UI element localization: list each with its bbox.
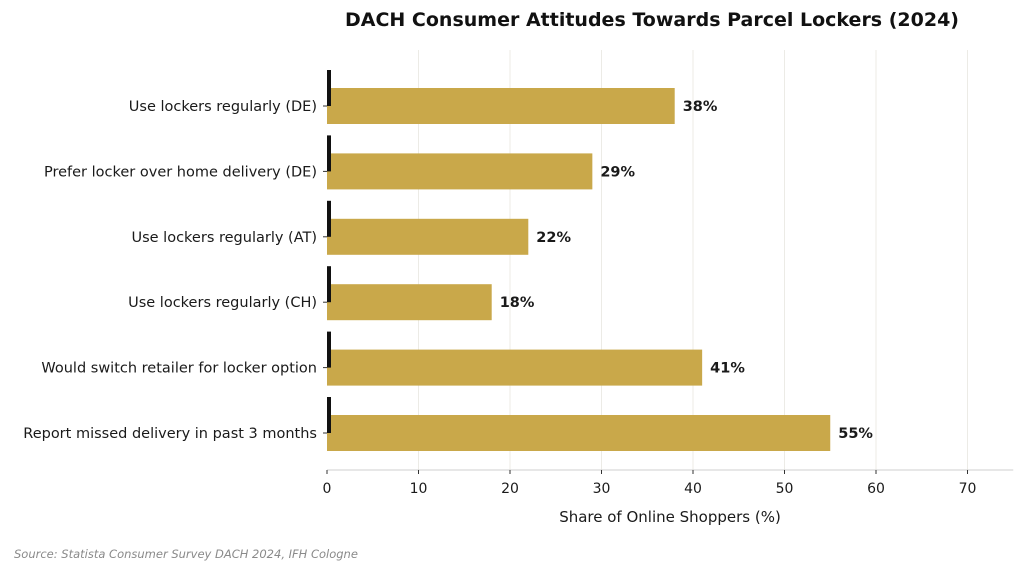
bar-marker	[327, 397, 331, 433]
value-label: 55%	[838, 426, 873, 442]
bar-marker	[327, 70, 331, 106]
chart-title: DACH Consumer Attitudes Towards Parcel L…	[345, 9, 959, 31]
bar	[327, 88, 675, 124]
bar	[327, 153, 593, 190]
x-tick-label: 50	[776, 481, 794, 497]
category-label: Use lockers regularly (AT)	[131, 230, 317, 246]
category-labels: Use lockers regularly (DE) Prefer locker …	[23, 99, 317, 442]
category-label: Would switch retailer for locker option	[41, 361, 317, 377]
bar	[327, 349, 703, 386]
bar-marker	[327, 200, 331, 237]
value-label: 29%	[600, 164, 635, 180]
value-label: 38%	[683, 99, 718, 115]
category-label: Use lockers regularly (CH)	[128, 295, 317, 311]
bar	[327, 415, 831, 451]
category-label: Report missed delivery in past 3 months	[23, 426, 317, 442]
x-tick-label: 60	[867, 481, 885, 497]
source-note: Source: Statista Consumer Survey DACH 20…	[14, 547, 358, 561]
bars	[327, 88, 831, 451]
category-label: Prefer locker over home delivery (DE)	[44, 164, 317, 180]
bar-markers	[323, 70, 331, 434]
category-label: Use lockers regularly (DE)	[129, 99, 317, 115]
bar	[327, 218, 529, 255]
x-tick-label: 70	[959, 481, 977, 497]
bar-marker	[327, 135, 331, 172]
bar-marker	[327, 331, 331, 368]
bar-marker	[327, 266, 331, 303]
x-tick-label: 10	[410, 481, 428, 497]
value-label: 18%	[500, 295, 535, 311]
x-tick-label: 40	[684, 481, 702, 497]
bar	[327, 284, 492, 321]
x-tick-label: 20	[501, 481, 519, 497]
value-label: 41%	[710, 361, 745, 377]
x-tick-label: 0	[323, 481, 332, 497]
x-axis-label: Share of Online Shoppers (%)	[559, 508, 781, 526]
x-tick-label: 30	[593, 481, 611, 497]
value-label: 22%	[536, 230, 571, 246]
value-labels: 38% 29% 22% 18% 41% 55%	[500, 99, 874, 442]
x-ticks: 0 10 20 30 40 50 60 70	[323, 470, 977, 497]
